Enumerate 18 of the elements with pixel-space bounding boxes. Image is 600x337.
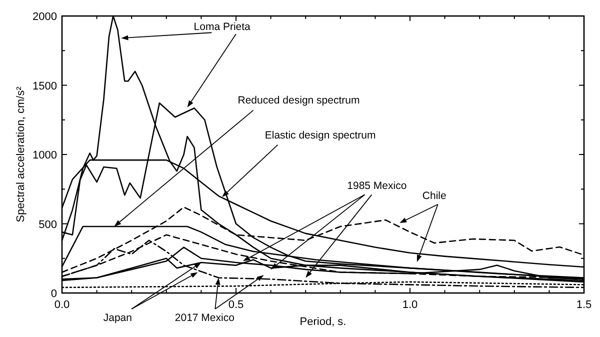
x-tick-label: 0.5 <box>228 299 244 311</box>
x-tick-label: 0.0 <box>54 299 70 311</box>
annotation: Elastic design spectrum <box>264 130 376 142</box>
y-axis-title: Spectral acceleration, cm/s² <box>15 86 27 222</box>
x-tick-label: 1.5 <box>576 299 592 311</box>
y-tick-label: 1500 <box>32 80 57 92</box>
annotation: Reduced design spectrum <box>238 94 360 106</box>
annotation: 1985 Mexico <box>347 180 407 192</box>
annotation: Japan <box>103 312 132 324</box>
x-tick-label: 1.0 <box>402 299 418 311</box>
y-tick-label: 2000 <box>32 11 57 23</box>
y-tick-label: 1000 <box>32 150 57 162</box>
y-tick-label: 500 <box>38 218 57 231</box>
annotation: 2017 Mexico <box>174 312 235 324</box>
annotation: Chile <box>422 190 446 202</box>
x-axis-title: Period, s. <box>300 316 346 328</box>
annotation: Loma Prieta <box>194 20 251 33</box>
y-tick-label: 0 <box>50 288 57 300</box>
